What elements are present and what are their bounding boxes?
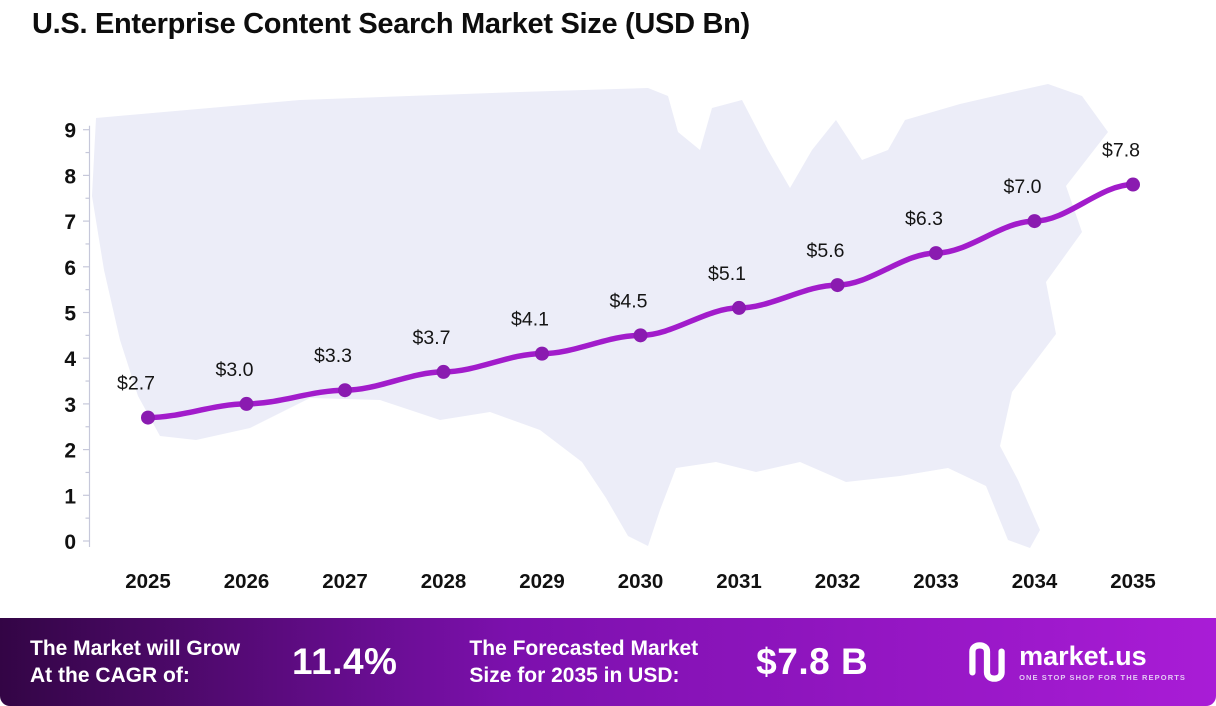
brand-name: market.us	[1019, 641, 1147, 672]
data-point-label: $3.0	[216, 359, 254, 381]
chart-area: 0 1 2 3 4 5 6 7 8 9 2025 2026 2027 2028 2029 2030 2031 20…	[64, 84, 1156, 593]
data-point-label: $7.8	[1102, 140, 1140, 162]
cagr-value: 11.4%	[292, 641, 398, 682]
y-tick-label: 3	[64, 394, 76, 417]
data-point	[535, 346, 549, 361]
page-title: U.S. Enterprise Content Search Market Si…	[32, 8, 750, 40]
data-point	[830, 278, 845, 293]
x-tick-label: 2033	[913, 570, 959, 593]
x-tick-label: 2034	[1012, 570, 1058, 593]
data-point-label: $2.7	[117, 373, 155, 395]
data-point-label: $7.0	[1004, 176, 1042, 198]
y-tick-label: 2	[64, 440, 76, 463]
data-point-label: $6.3	[905, 208, 943, 230]
x-tick-label: 2032	[815, 570, 861, 593]
x-tick-label: 2028	[421, 570, 467, 593]
cagr-label: The Market will Grow At the CAGR of:	[30, 636, 241, 687]
y-tick-label: 1	[64, 485, 76, 508]
x-tick-label: 2025	[125, 570, 171, 593]
x-tick-label: 2030	[618, 570, 664, 593]
x-tick-label: 2029	[519, 570, 565, 593]
data-point-label: $5.1	[708, 263, 746, 285]
forecast-block: The Forecasted Market Size for 2035 in U…	[469, 635, 868, 690]
data-point-label: $3.3	[314, 345, 352, 367]
data-point	[436, 364, 451, 379]
data-point-label: $4.1	[511, 309, 549, 331]
y-tick-label: 9	[64, 120, 76, 143]
data-point	[633, 328, 648, 343]
cagr-block: The Market will Grow At the CAGR of: 11.…	[30, 635, 397, 690]
data-point	[141, 410, 155, 425]
us-map-silhouette	[92, 84, 1108, 548]
y-tick-label: 6	[64, 257, 76, 280]
data-point-label: $4.5	[610, 290, 648, 312]
market-us-icon	[969, 642, 1005, 682]
y-tick-label: 5	[64, 303, 76, 326]
y-tick-label: 0	[64, 531, 76, 554]
brand-text: market.us ONE STOP SHOP FOR THE REPORTS	[1019, 641, 1186, 682]
data-point-label: $5.6	[807, 240, 845, 262]
data-point	[338, 383, 352, 398]
x-tick-label: 2027	[322, 570, 368, 593]
footer-banner: The Market will Grow At the CAGR of: 11.…	[0, 618, 1216, 706]
data-point-label: $3.7	[413, 327, 451, 349]
y-tick-label: 4	[64, 348, 76, 371]
y-tick-label: 8	[64, 165, 76, 188]
y-tick-label: 7	[64, 211, 76, 234]
brand-logo: market.us ONE STOP SHOP FOR THE REPORTS	[965, 637, 1186, 687]
data-point	[1027, 214, 1042, 229]
x-tick-label: 2026	[224, 570, 270, 593]
data-point	[929, 246, 943, 261]
brand-tagline: ONE STOP SHOP FOR THE REPORTS	[1019, 672, 1186, 682]
market-size-line-chart: 0 1 2 3 4 5 6 7 8 9 2025 2026 2027 2028 2029 2030 2031 20…	[64, 84, 1156, 593]
data-point	[1126, 177, 1140, 192]
data-point	[239, 396, 254, 411]
forecast-label: The Forecasted Market Size for 2035 in U…	[469, 636, 699, 687]
x-tick-label: 2031	[716, 570, 762, 593]
data-point	[732, 300, 746, 315]
x-tick-label: 2035	[1110, 570, 1156, 593]
forecast-value: $7.8 B	[756, 641, 869, 682]
